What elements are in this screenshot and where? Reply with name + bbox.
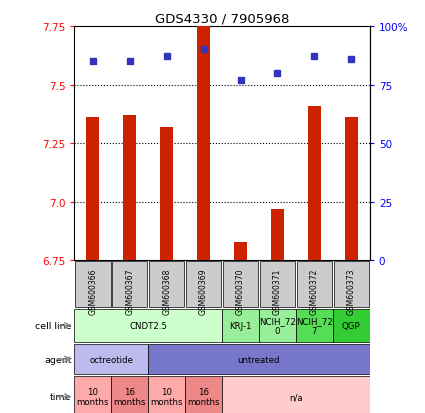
Text: 16
months: 16 months: [187, 387, 220, 406]
FancyBboxPatch shape: [296, 309, 333, 342]
Bar: [345, 118, 358, 261]
FancyBboxPatch shape: [223, 262, 258, 307]
Text: agent: agent: [44, 355, 71, 363]
FancyBboxPatch shape: [74, 376, 111, 413]
FancyBboxPatch shape: [112, 262, 147, 307]
Text: NCIH_72
7: NCIH_72 7: [296, 316, 333, 335]
Text: GSM600370: GSM600370: [236, 268, 245, 314]
Text: CNDT2.5: CNDT2.5: [129, 321, 167, 330]
Text: n/a: n/a: [289, 392, 303, 401]
Text: 16
months: 16 months: [113, 387, 146, 406]
FancyBboxPatch shape: [259, 309, 296, 342]
Text: time: time: [50, 392, 71, 401]
Text: 10
months: 10 months: [150, 387, 183, 406]
FancyBboxPatch shape: [74, 344, 148, 374]
FancyBboxPatch shape: [297, 262, 332, 307]
Text: cell line: cell line: [35, 321, 71, 330]
FancyBboxPatch shape: [74, 309, 222, 342]
FancyBboxPatch shape: [186, 262, 221, 307]
Text: GSM600367: GSM600367: [125, 268, 134, 314]
FancyBboxPatch shape: [75, 262, 110, 307]
Text: 10
months: 10 months: [76, 387, 109, 406]
Text: GSM600368: GSM600368: [162, 268, 171, 314]
Text: untreated: untreated: [238, 355, 280, 363]
Bar: [86, 118, 99, 261]
Text: GSM600371: GSM600371: [273, 268, 282, 314]
FancyBboxPatch shape: [260, 262, 295, 307]
Text: NCIH_72
0: NCIH_72 0: [259, 316, 296, 335]
Text: GSM600373: GSM600373: [347, 268, 356, 314]
FancyBboxPatch shape: [185, 376, 222, 413]
Text: QGP: QGP: [342, 321, 360, 330]
FancyBboxPatch shape: [334, 262, 369, 307]
FancyBboxPatch shape: [222, 376, 370, 413]
Bar: [234, 242, 247, 261]
FancyBboxPatch shape: [148, 376, 185, 413]
Text: octreotide: octreotide: [89, 355, 133, 363]
Title: GDS4330 / 7905968: GDS4330 / 7905968: [155, 13, 289, 26]
FancyBboxPatch shape: [149, 262, 184, 307]
Text: GSM600369: GSM600369: [199, 268, 208, 314]
Bar: [271, 209, 284, 261]
Bar: [160, 127, 173, 261]
Bar: [308, 107, 321, 261]
Bar: [123, 116, 136, 261]
FancyBboxPatch shape: [333, 309, 370, 342]
Text: GSM600372: GSM600372: [310, 268, 319, 314]
FancyBboxPatch shape: [111, 376, 148, 413]
Text: GSM600366: GSM600366: [88, 268, 97, 314]
FancyBboxPatch shape: [148, 344, 370, 374]
Text: KRJ-1: KRJ-1: [229, 321, 252, 330]
FancyBboxPatch shape: [222, 309, 259, 342]
Bar: [197, 22, 210, 261]
